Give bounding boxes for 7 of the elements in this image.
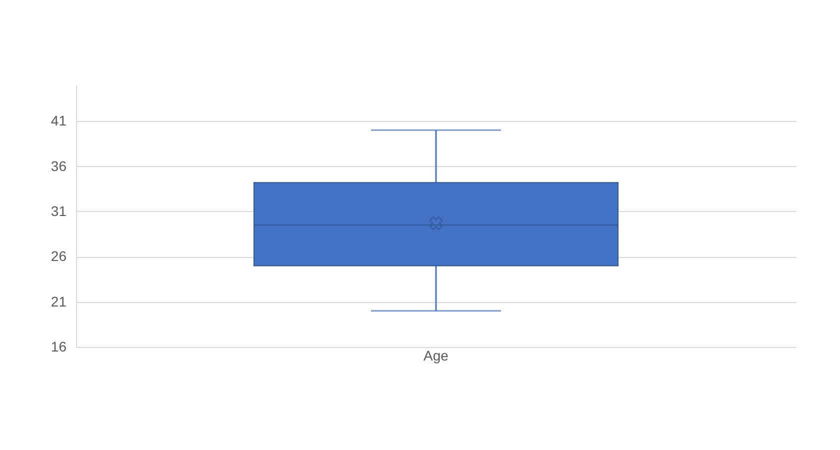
y-tick-label: 16 bbox=[50, 338, 67, 354]
y-tick-label: 41 bbox=[50, 112, 67, 129]
x-tick-label: Age bbox=[424, 348, 449, 364]
y-tick-label: 21 bbox=[50, 293, 67, 310]
y-tick-label: 26 bbox=[50, 248, 67, 264]
y-tick-label: 31 bbox=[50, 202, 67, 219]
y-tick-label: 36 bbox=[50, 158, 67, 174]
